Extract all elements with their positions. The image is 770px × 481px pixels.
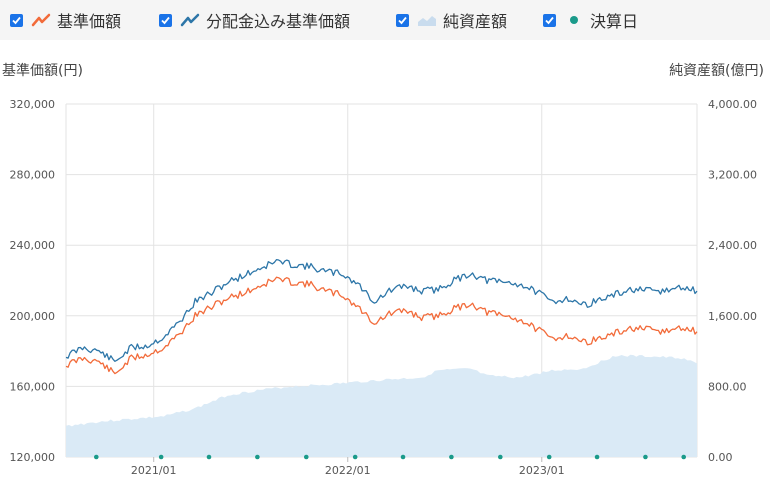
y-tick-label: 280,000	[10, 169, 56, 182]
settlement-dot	[400, 454, 406, 460]
y-axis-title-left: 基準価額(円)	[2, 63, 83, 79]
y-tick-label: 320,000	[10, 98, 56, 111]
x-tick-label: 2023/01	[519, 464, 565, 477]
legend-item-nav[interactable]: 基準価額	[10, 9, 121, 31]
legend-bar: 基準価額 分配金込み基準価額 純資産額 決算日	[0, 0, 770, 40]
area-chart-icon	[418, 16, 436, 26]
y-tick-label: 160,000	[10, 380, 56, 393]
settlement-dot	[449, 454, 454, 460]
y2-tick-label: 800.00	[708, 380, 747, 393]
y2-tick-label: 3,200.00	[708, 169, 757, 182]
settlement-dot	[255, 454, 260, 460]
settlement-dot	[206, 454, 212, 460]
settlement-dots	[94, 454, 687, 460]
axis-labels: 320,000 4,000.00 280,000 3,200.00 240,000 2,4…	[10, 98, 757, 477]
checkbox-settlement[interactable]	[543, 13, 556, 27]
line-chart-icon	[31, 13, 51, 27]
y2-tick-label: 1,600.00	[708, 310, 757, 323]
x-tick-label: 2022/01	[325, 464, 371, 477]
checkbox-nav-with-dividends[interactable]	[159, 13, 172, 27]
y2-tick-label: 0.00	[708, 451, 733, 464]
legend-item-nav-with-dividends[interactable]: 分配金込み基準価額	[159, 9, 350, 31]
checkbox-net-assets[interactable]	[396, 13, 409, 27]
y-tick-label: 120,000	[10, 451, 56, 464]
checkbox-nav[interactable]	[10, 13, 23, 27]
y-tick-label: 200,000	[10, 310, 56, 323]
settlement-dot	[594, 454, 600, 460]
settlement-dot	[498, 454, 503, 460]
settlement-dot	[681, 454, 687, 460]
settlement-dot	[643, 454, 648, 460]
nav-lines	[65, 258, 698, 375]
net-assets-area	[66, 354, 697, 457]
y2-tick-label: 2,400.00	[708, 239, 757, 252]
legend-label-nav: 基準価額	[57, 12, 122, 31]
legend-label-nav-with-dividends: 分配金込み基準価額	[206, 12, 351, 31]
settlement-dot	[94, 454, 99, 460]
line-chart-icon	[180, 13, 200, 27]
legend-item-net-assets[interactable]: 純資産額	[396, 9, 507, 31]
y-axis-title-right: 純資産額(億円)	[669, 63, 764, 79]
net-assets-area-fill	[66, 354, 697, 457]
settlement-dot	[303, 454, 309, 460]
settlement-dot	[352, 454, 358, 460]
x-tick-label: 2021/01	[131, 464, 177, 477]
legend-label-settlement: 決算日	[590, 12, 639, 31]
y-tick-label: 240,000	[10, 239, 56, 252]
settlement-dot	[546, 454, 552, 460]
y2-tick-label: 4,000.00	[708, 98, 757, 111]
legend-label-net-assets: 純資産額	[443, 12, 508, 31]
legend-item-settlement[interactable]: 決算日	[543, 9, 638, 31]
nav-with-dividends-line	[65, 258, 698, 362]
dot-icon	[570, 16, 578, 24]
settlement-dot	[158, 454, 164, 460]
nav-line	[65, 276, 698, 375]
